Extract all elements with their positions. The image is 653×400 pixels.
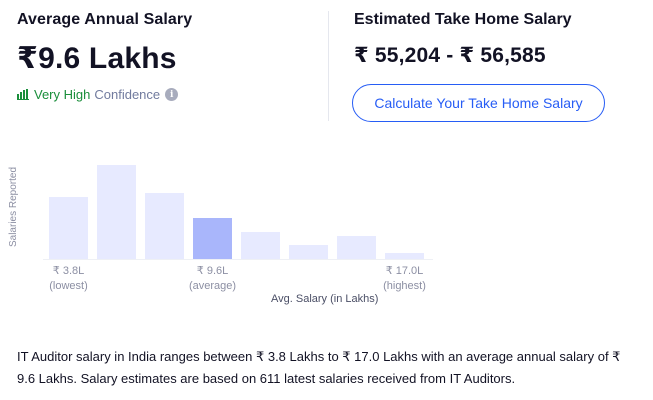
chart-bar: [97, 165, 136, 259]
confidence-row: Very High Confidence i: [17, 87, 179, 102]
chart-bar: [385, 253, 424, 259]
calculate-take-home-button[interactable]: Calculate Your Take Home Salary: [352, 84, 605, 122]
chart-y-axis-label: Salaries Reported: [8, 166, 19, 248]
chart-tick-value: ₹ 17.0L: [385, 265, 424, 277]
chart-bar: [193, 218, 232, 259]
info-icon[interactable]: i: [165, 88, 179, 101]
confidence-level: Very High: [34, 87, 91, 102]
chart-x-axis-label: Avg. Salary (in Lakhs): [271, 293, 379, 305]
chart-tick-caption: (lowest): [49, 280, 88, 292]
chart-bar: [241, 232, 280, 259]
chart-bar: [145, 193, 184, 259]
take-home-value: ₹ 55,204 - ₹ 56,585: [354, 44, 546, 67]
confidence-label: Confidence: [94, 87, 161, 102]
column-divider: [328, 11, 329, 121]
chart-bar: [289, 245, 328, 259]
chart-x-axis-line: [43, 259, 433, 260]
average-salary-value: ₹9.6 Lakhs: [17, 42, 177, 75]
chart-tick-label: ₹ 3.8L (lowest): [29, 264, 109, 294]
chart-tick-caption: (average): [188, 280, 237, 292]
chart-tick-label: ₹ 9.6L (average): [173, 264, 253, 294]
chart-bar: [49, 197, 88, 259]
chart-tick-caption: (highest): [383, 280, 426, 292]
take-home-title: Estimated Take Home Salary: [354, 11, 572, 28]
salary-description: IT Auditor salary in India ranges betwee…: [17, 349, 621, 386]
bar-signal-icon: [17, 89, 29, 100]
chart-tick-value: ₹ 9.6L: [196, 265, 229, 277]
chart-tick-value: ₹ 3.8L: [52, 265, 85, 277]
chart-bar: [337, 236, 376, 259]
chart-tick-label: ₹ 17.0L (highest): [365, 264, 445, 294]
average-salary-title: Average Annual Salary: [17, 11, 193, 28]
